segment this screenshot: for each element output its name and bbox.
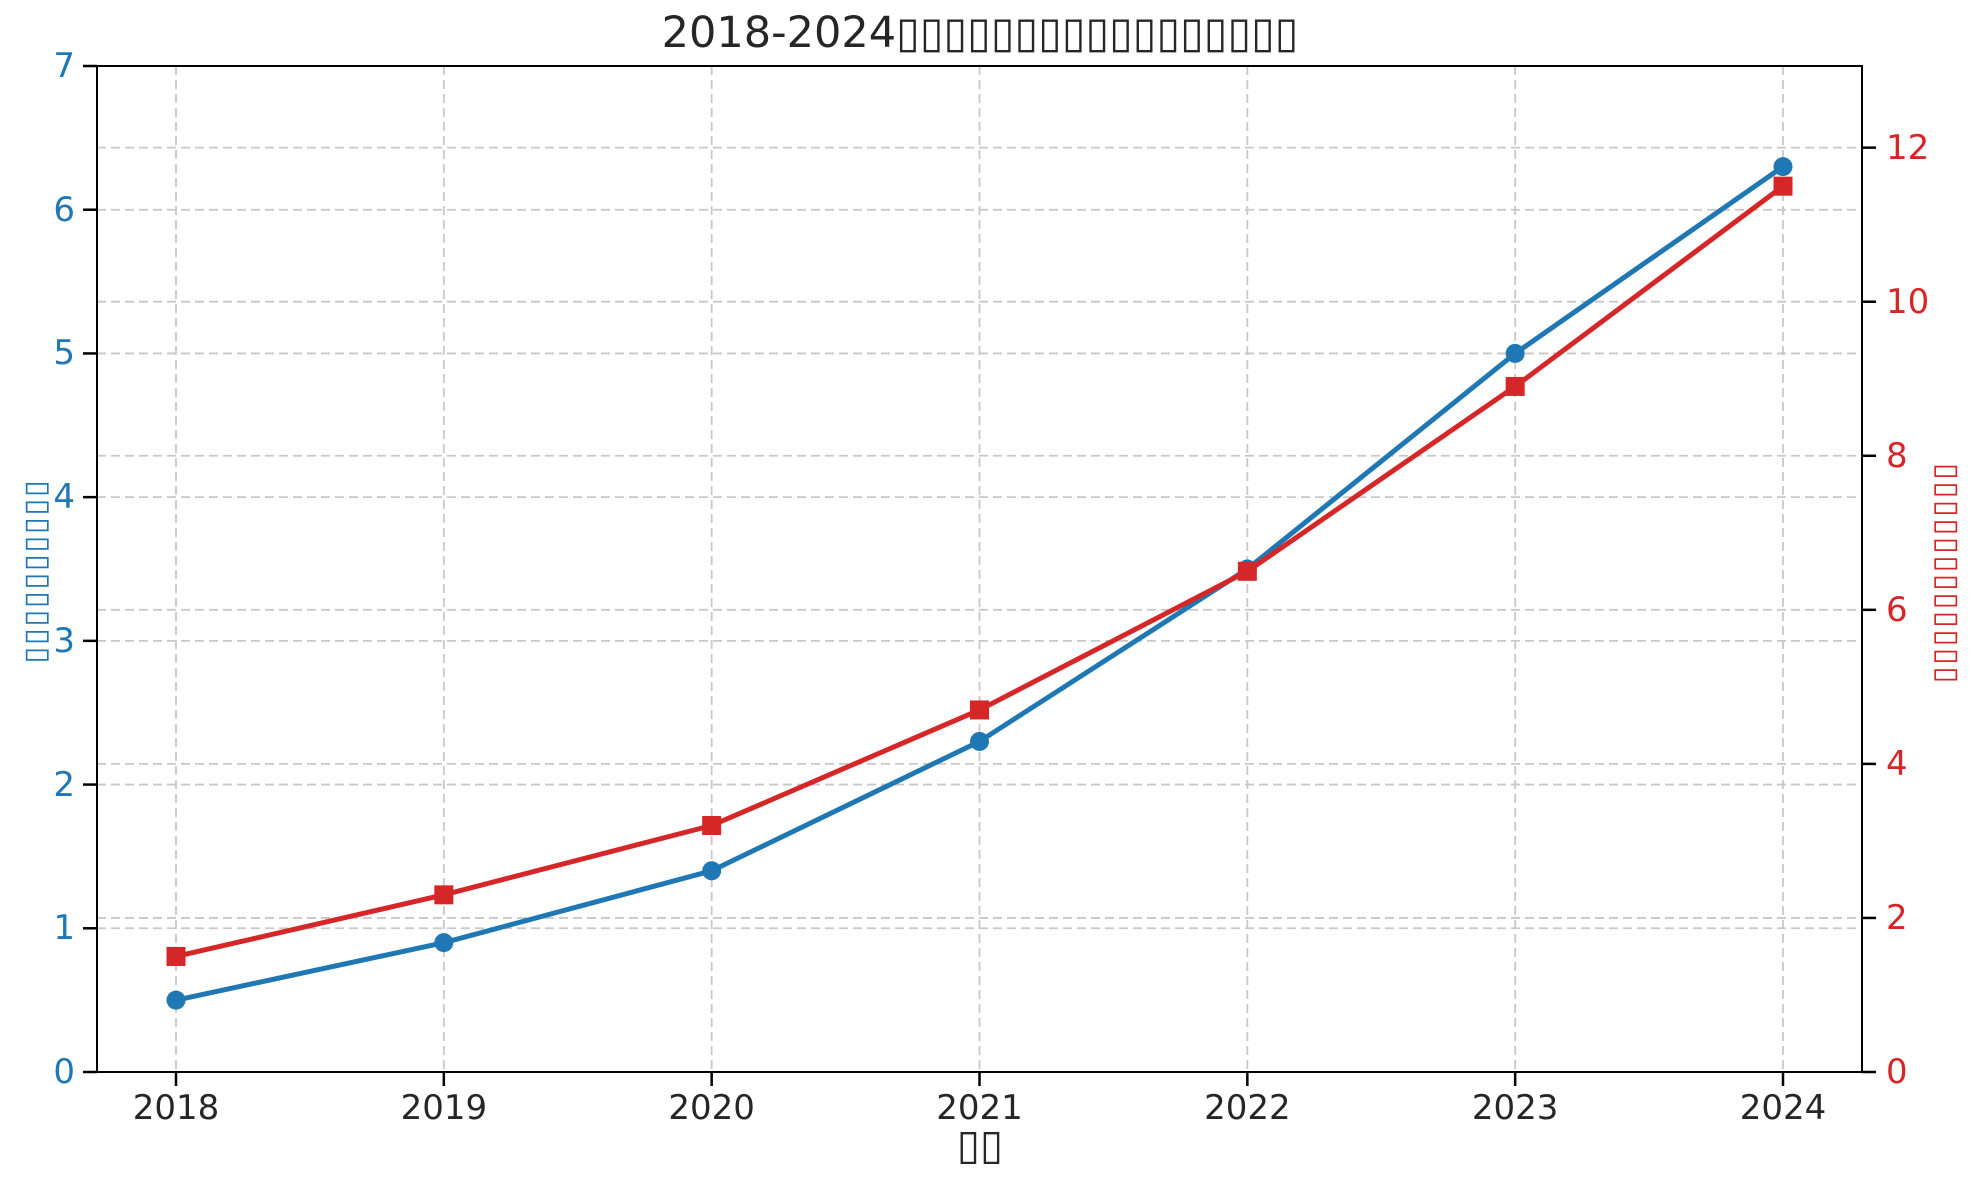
left-tick-label: 5 bbox=[53, 333, 75, 374]
right-tick-label: 0 bbox=[1886, 1052, 1908, 1092]
data-point-marker bbox=[1773, 176, 1793, 196]
left-tick-label: 7 bbox=[53, 46, 75, 86]
x-tick-label: 2020 bbox=[668, 1088, 755, 1128]
x-tick-label: 2023 bbox=[1471, 1088, 1559, 1128]
grid-lines bbox=[97, 66, 1862, 1072]
x-tick-label: 2019 bbox=[400, 1088, 488, 1128]
left-y-axis-label: ▯▯▯▯▯▯▯▯▯▯ bbox=[18, 478, 53, 664]
left-tick-label: 2 bbox=[53, 764, 75, 805]
right-y-axis-label: ▯▯▯▯▯▯▯▯▯▯▯▯ bbox=[1930, 462, 1965, 686]
data-point-marker bbox=[1505, 376, 1525, 396]
left-tick-label: 4 bbox=[53, 477, 75, 518]
right-tick-label: 8 bbox=[1886, 435, 1908, 476]
right-tick-label: 10 bbox=[1886, 281, 1930, 322]
data-point-marker bbox=[970, 700, 989, 720]
right-tick-label: 12 bbox=[1886, 127, 1930, 168]
left-tick-label: 3 bbox=[53, 620, 75, 661]
left-tick-label: 1 bbox=[53, 908, 75, 949]
right-tick-label: 4 bbox=[1886, 743, 1908, 784]
data-point-marker bbox=[1773, 157, 1793, 177]
right-tick-label: 2 bbox=[1886, 897, 1908, 938]
data-point-marker bbox=[702, 861, 722, 881]
series-blue-left-axis bbox=[166, 157, 1793, 1010]
x-tick-label: 2024 bbox=[1739, 1088, 1827, 1128]
x-tick-label: 2022 bbox=[1204, 1088, 1291, 1128]
data-point-marker bbox=[166, 946, 186, 966]
data-point-marker bbox=[434, 933, 454, 953]
x-tick-label: 2018 bbox=[132, 1088, 220, 1128]
data-point-marker bbox=[970, 731, 989, 751]
data-point-marker bbox=[1237, 561, 1257, 581]
data-point-marker bbox=[434, 885, 454, 905]
data-point-marker bbox=[702, 816, 722, 836]
series-red-right-axis bbox=[166, 176, 1793, 966]
right-tick-label: 6 bbox=[1886, 589, 1908, 630]
tick-marks bbox=[83, 64, 1876, 1086]
data-point-marker bbox=[1505, 343, 1525, 363]
x-tick-label: 2021 bbox=[936, 1088, 1023, 1128]
data-point-marker bbox=[166, 990, 186, 1010]
x-axis-label: ▯▯ bbox=[956, 1120, 1004, 1169]
chart-title: 2018-2024▯▯▯▯▯▯▯▯▯▯▯▯▯▯▯▯▯ bbox=[661, 8, 1299, 58]
left-tick-label: 6 bbox=[53, 189, 75, 230]
left-tick-label: 0 bbox=[53, 1052, 75, 1092]
